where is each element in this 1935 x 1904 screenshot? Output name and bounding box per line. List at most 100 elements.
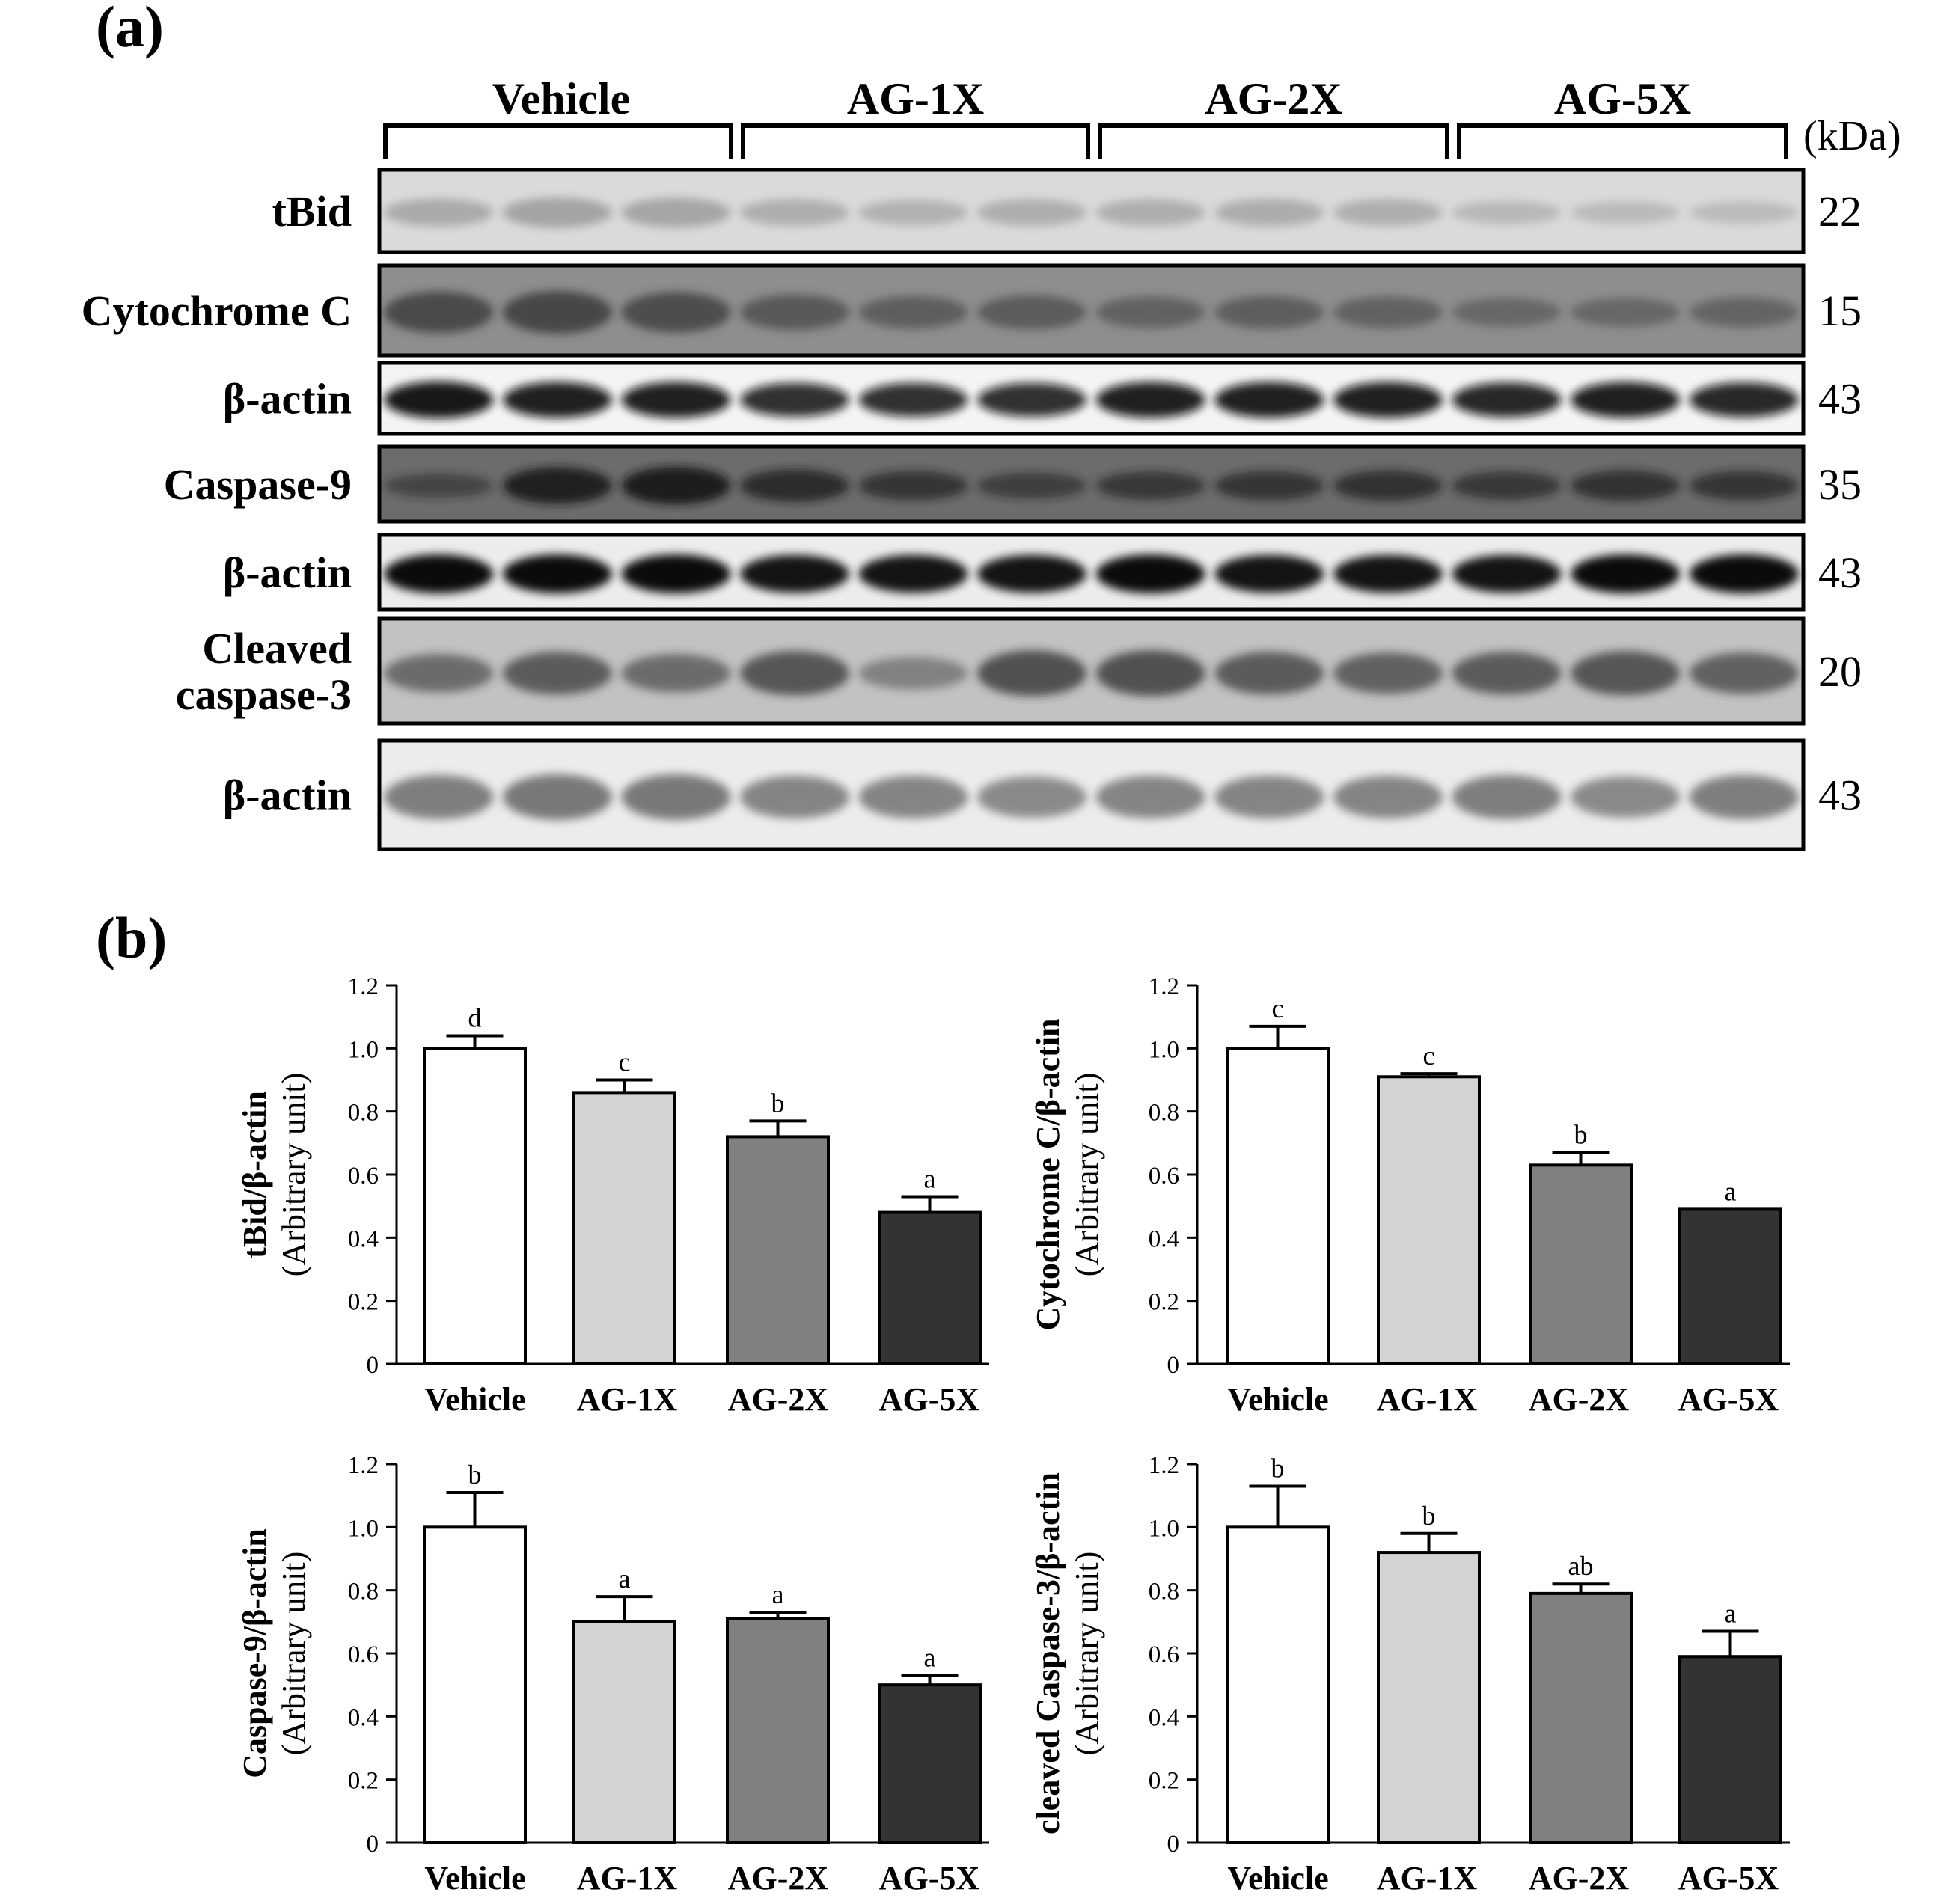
bar-chart: 0 0.2 0.4 0.6 0.8 1.0 1.2 b Vehicle b AG-1X ab AG-2X… — [1030, 1452, 1790, 1897]
significance-letter: b — [468, 1460, 482, 1490]
blot-label: tBid — [272, 187, 352, 236]
blot-band — [1452, 774, 1562, 819]
significance-letter: a — [619, 1564, 631, 1594]
group-header: Vehicle AG-1X AG-2X AG-5X (kDa) — [383, 74, 1901, 159]
blot-row: β-actin 43 — [223, 361, 1862, 436]
blot-row: Cytochrome C 15 — [82, 263, 1862, 358]
molecular-weight: 43 — [1818, 548, 1862, 597]
blot-band — [1452, 297, 1562, 327]
blot-band — [1095, 471, 1205, 500]
y-tick-label: 1.2 — [1149, 1452, 1179, 1479]
blot-label: β-actin — [223, 548, 352, 597]
significance-letter: a — [924, 1643, 936, 1673]
bar-chart: 0 0.2 0.4 0.6 0.8 1.0 1.2 d Vehicle c AG-1X b AG-2X a… — [236, 973, 989, 1418]
blot-band — [858, 200, 968, 226]
blot-row: tBid 22 — [272, 168, 1862, 254]
blot-band — [1689, 774, 1799, 819]
blot-band — [1214, 296, 1324, 329]
blot-band — [621, 466, 731, 505]
bar-vehicle — [423, 1525, 527, 1845]
blot-band — [621, 198, 731, 227]
blot-frame — [377, 168, 1806, 254]
blot-band — [1689, 201, 1799, 224]
blot-band — [384, 198, 494, 227]
bar-ag-1x — [572, 1620, 676, 1844]
bar-charts: 0 0.2 0.4 0.6 0.8 1.0 1.2 d Vehicle c AG-1X b AG-2X a… — [236, 973, 1790, 1897]
y-axis-label: Cytochrome C/β-actin(Arbitrary unit) — [1030, 1018, 1105, 1330]
significance-letter: d — [468, 1002, 482, 1032]
blot-band — [1689, 554, 1799, 593]
significance-letter: a — [772, 1579, 784, 1609]
bar-vehicle — [1226, 1525, 1330, 1845]
blot-band — [1095, 199, 1205, 227]
blot-frame — [377, 444, 1806, 524]
blot-band — [502, 198, 612, 228]
blot-label: β-actin — [223, 771, 352, 820]
category-label: AG-5X — [1678, 1860, 1779, 1897]
blot-band — [740, 382, 849, 417]
blot-band — [1214, 775, 1324, 818]
blot-band — [977, 295, 1087, 330]
bar-ag-2x — [726, 1135, 830, 1366]
blot-band — [1214, 199, 1324, 227]
blot-band — [858, 657, 968, 690]
category-label: AG-2X — [728, 1381, 829, 1418]
category-label: Vehicle — [424, 1381, 525, 1418]
y-tick-label: 0.8 — [1149, 1579, 1179, 1605]
y-axis-label-line: cleaved Caspase-3/β-actin — [1030, 1472, 1066, 1834]
y-axis-label: cleaved Caspase-3/β-actin(Arbitrary unit… — [1030, 1472, 1105, 1834]
y-axis-label-line: (Arbitrary unit) — [275, 1552, 312, 1755]
bar-ag-2x — [1529, 1591, 1633, 1844]
y-axis-label-line: tBid/β-actin — [236, 1091, 273, 1258]
blot-band — [977, 650, 1087, 697]
blot-band — [621, 554, 731, 593]
blot-row: β-actin 43 — [223, 738, 1862, 851]
y-tick-label: 1.0 — [1149, 1036, 1179, 1063]
blot-band — [1095, 650, 1205, 697]
blot-frame — [377, 361, 1806, 436]
molecular-weight: 43 — [1818, 771, 1862, 820]
y-tick-label: 0 — [367, 1831, 379, 1858]
y-axis-label-line: (Arbitrary unit) — [275, 1073, 312, 1276]
kda-unit-label: (kDa) — [1803, 113, 1901, 159]
blot-band — [858, 775, 968, 818]
y-tick-label: 1.2 — [348, 1452, 379, 1479]
blot-band — [1214, 382, 1324, 418]
bar-ag-5x — [1678, 1207, 1782, 1365]
blot-background — [379, 741, 1803, 849]
y-tick-label: 0.8 — [348, 1100, 379, 1127]
molecular-weight: 15 — [1818, 287, 1862, 335]
category-label: Vehicle — [1227, 1860, 1328, 1897]
blot-band — [1214, 554, 1324, 593]
significance-letter: c — [619, 1047, 631, 1077]
blot-band — [858, 382, 968, 417]
y-tick-label: 1.0 — [348, 1515, 379, 1542]
y-axis-label-line: (Arbitrary unit) — [1069, 1073, 1105, 1276]
group-label-vehicle: Vehicle — [492, 74, 630, 123]
blot-band — [1571, 776, 1681, 818]
panel-a-label: (a) — [96, 0, 164, 59]
blot-band — [384, 774, 494, 819]
y-tick-label: 0.2 — [348, 1289, 379, 1316]
blot-band — [1095, 554, 1205, 593]
blot-label: Caspase-9 — [164, 460, 352, 509]
y-axis-label: tBid/β-actin(Arbitrary unit) — [236, 1073, 312, 1276]
blot-band — [977, 472, 1087, 499]
y-axis-label-line: Cytochrome C/β-actin — [1030, 1018, 1066, 1330]
blot-band — [1571, 651, 1681, 696]
y-tick-label: 0.4 — [348, 1225, 379, 1252]
blot-background — [379, 447, 1803, 521]
blot-band — [1333, 296, 1443, 328]
significance-letter: b — [1422, 1501, 1436, 1531]
blot-frame — [377, 533, 1806, 612]
blot-band — [384, 291, 494, 334]
blot-background — [379, 619, 1803, 723]
blot-band — [621, 654, 731, 693]
y-tick-label: 1.2 — [1149, 973, 1179, 1000]
blot-band — [1452, 200, 1562, 224]
y-tick-label: 0.2 — [1149, 1289, 1179, 1316]
bar-ag-1x — [1377, 1075, 1481, 1365]
y-tick-label: 0.6 — [348, 1641, 379, 1668]
blot-band — [384, 473, 494, 498]
